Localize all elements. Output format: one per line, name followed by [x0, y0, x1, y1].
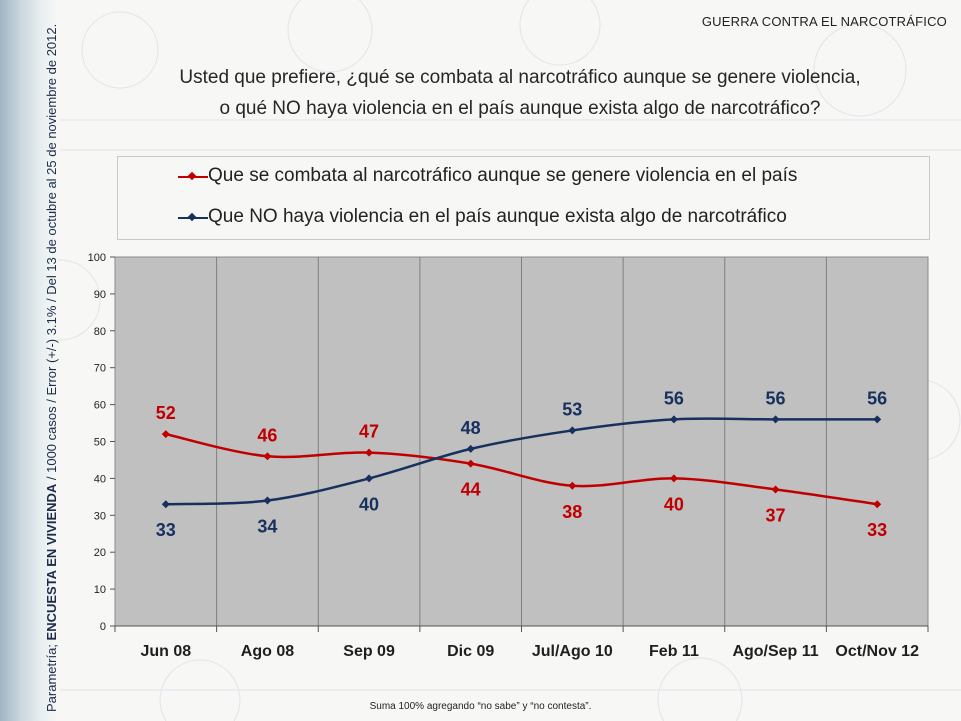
series-line-2 [165, 417, 878, 506]
footnote: Suma 100% agregando “no sabe” y “no cont… [369, 701, 592, 712]
legend-label-combat: Que se combata al narcotráfico aunque se… [208, 165, 798, 186]
series-2-point [263, 496, 272, 505]
y-tick-label: 50 [94, 437, 106, 449]
series-1-point [669, 474, 678, 483]
legend-swatch-navy [178, 212, 208, 222]
series-1-data-label: 38 [562, 502, 582, 522]
x-tick-label: Dic 09 [447, 643, 494, 660]
question-line-1: Usted que prefiere, ¿qué se combata al n… [179, 67, 861, 88]
series-2-point [771, 415, 780, 424]
series-1-data-label: 46 [257, 425, 277, 445]
series-1-point [771, 485, 780, 494]
y-tick-label: 90 [94, 289, 106, 301]
x-tick-label: Jul/Ago 10 [532, 643, 613, 660]
series-1-data-label: 52 [156, 403, 176, 423]
section-tag: GUERRA CONTRA EL NARCOTRÁFICO [701, 14, 947, 29]
series-2-data-label: 56 [867, 388, 887, 408]
series-1-point [568, 481, 577, 490]
side-decoration [0, 0, 58, 721]
y-tick-label: 40 [94, 473, 106, 485]
y-tick-label: 0 [100, 621, 106, 633]
y-tick-label: 30 [94, 510, 106, 522]
series-2-data-label: 40 [359, 494, 379, 514]
series-2-data-label: 33 [156, 520, 176, 540]
x-tick-label: Oct/Nov 12 [835, 643, 919, 660]
y-tick-label: 70 [94, 363, 106, 375]
y-tick-label: 10 [94, 584, 106, 596]
series-2-point [669, 415, 678, 424]
question-line-2: o qué NO haya violencia en el país aunqu… [219, 98, 821, 119]
chart-legend: Que se combata al narcotráfico aunque se… [117, 156, 930, 240]
series-2-point [466, 444, 475, 453]
x-tick-label: Feb 11 [649, 643, 699, 660]
series-2-data-label: 34 [257, 517, 277, 537]
series-1-point [466, 459, 475, 468]
series-1-point [161, 430, 170, 439]
x-tick-label: Ago/Sep 11 [732, 643, 818, 660]
legend-label-no-violence: Que NO haya violencia en el país aunque … [208, 206, 787, 227]
series-1-data-label: 37 [766, 505, 786, 525]
x-tick-label: Ago 08 [241, 643, 294, 660]
y-tick-label: 60 [94, 400, 106, 412]
series-2-point [568, 426, 577, 435]
series-2-point [161, 500, 170, 509]
y-tick-label: 20 [94, 547, 106, 559]
series-2-point [365, 474, 374, 483]
legend-swatch-red [178, 171, 208, 181]
series-2-data-label: 48 [461, 418, 481, 438]
series-1-data-label: 33 [867, 520, 887, 540]
series-1-data-label: 44 [461, 480, 481, 500]
series-1-point [365, 448, 374, 457]
series-1-data-label: 40 [664, 494, 684, 514]
series-line-1 [165, 432, 878, 506]
series-1-data-label: 47 [359, 422, 379, 442]
series-2-point [873, 415, 882, 424]
series-2-data-label: 56 [664, 388, 684, 408]
series-2-data-label: 53 [562, 399, 582, 419]
x-tick-label: Jun 08 [140, 643, 191, 660]
y-tick-label: 100 [88, 252, 106, 264]
series-1-point [263, 452, 272, 461]
series-1-point [873, 500, 882, 509]
legend-item-combat: Que se combata al narcotráfico aunque se… [178, 165, 798, 187]
y-tick-label: 80 [94, 326, 106, 338]
line-chart: 0 10 20 30 40 50 60 70 80 90 100 Jun 08 Ago 08 Sep 09… [88, 252, 929, 660]
question-title: Usted que prefiere, ¿qué se combata al n… [150, 62, 890, 124]
x-tick-label: Sep 09 [343, 643, 395, 660]
series-2-data-label: 56 [766, 388, 786, 408]
legend-item-no-violence: Que NO haya violencia en el país aunque … [178, 206, 787, 228]
